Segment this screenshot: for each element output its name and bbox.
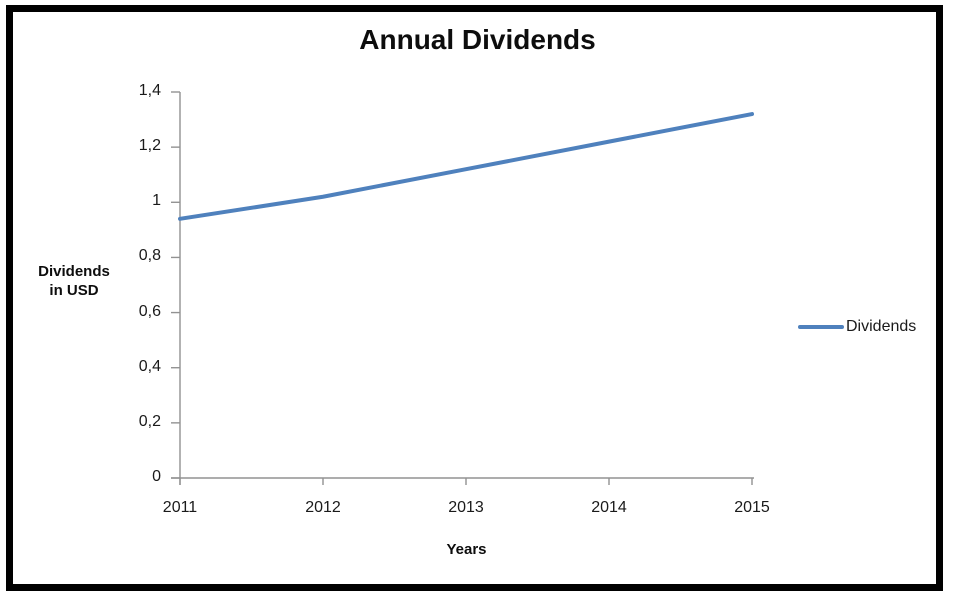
x-axis-title: Years [446, 541, 487, 558]
x-tick-label: 2012 [305, 499, 341, 516]
y-tick-label: 0,2 [138, 412, 161, 430]
legend-label: Dividends [846, 318, 917, 335]
y-tick-label: 0,6 [138, 302, 161, 320]
x-tick-label: 2015 [734, 499, 770, 516]
series-line-dividends [178, 112, 754, 221]
x-tick-label: 2013 [448, 499, 484, 516]
y-tick-label: 1 [152, 192, 161, 210]
chart-border-frame [6, 5, 943, 591]
legend: Dividends [798, 317, 916, 337]
chart-title: Annual Dividends [359, 24, 596, 55]
y-tick-label: 1,4 [138, 82, 161, 99]
y-tick-label: 1,2 [138, 137, 161, 155]
y-tick-label: 0 [152, 468, 161, 485]
y-axis-title-line2: in USD [49, 282, 99, 299]
x-tick-label: 2014 [591, 499, 627, 516]
y-axis-title-line1: Dividends [38, 263, 110, 280]
legend-line-swatch [798, 325, 844, 329]
y-axis-title: Dividends in USD [18, 262, 130, 300]
y-tick-label: 0,8 [138, 247, 161, 265]
x-tick-label: 2011 [162, 499, 198, 516]
y-tick-label: 0,4 [138, 357, 161, 375]
